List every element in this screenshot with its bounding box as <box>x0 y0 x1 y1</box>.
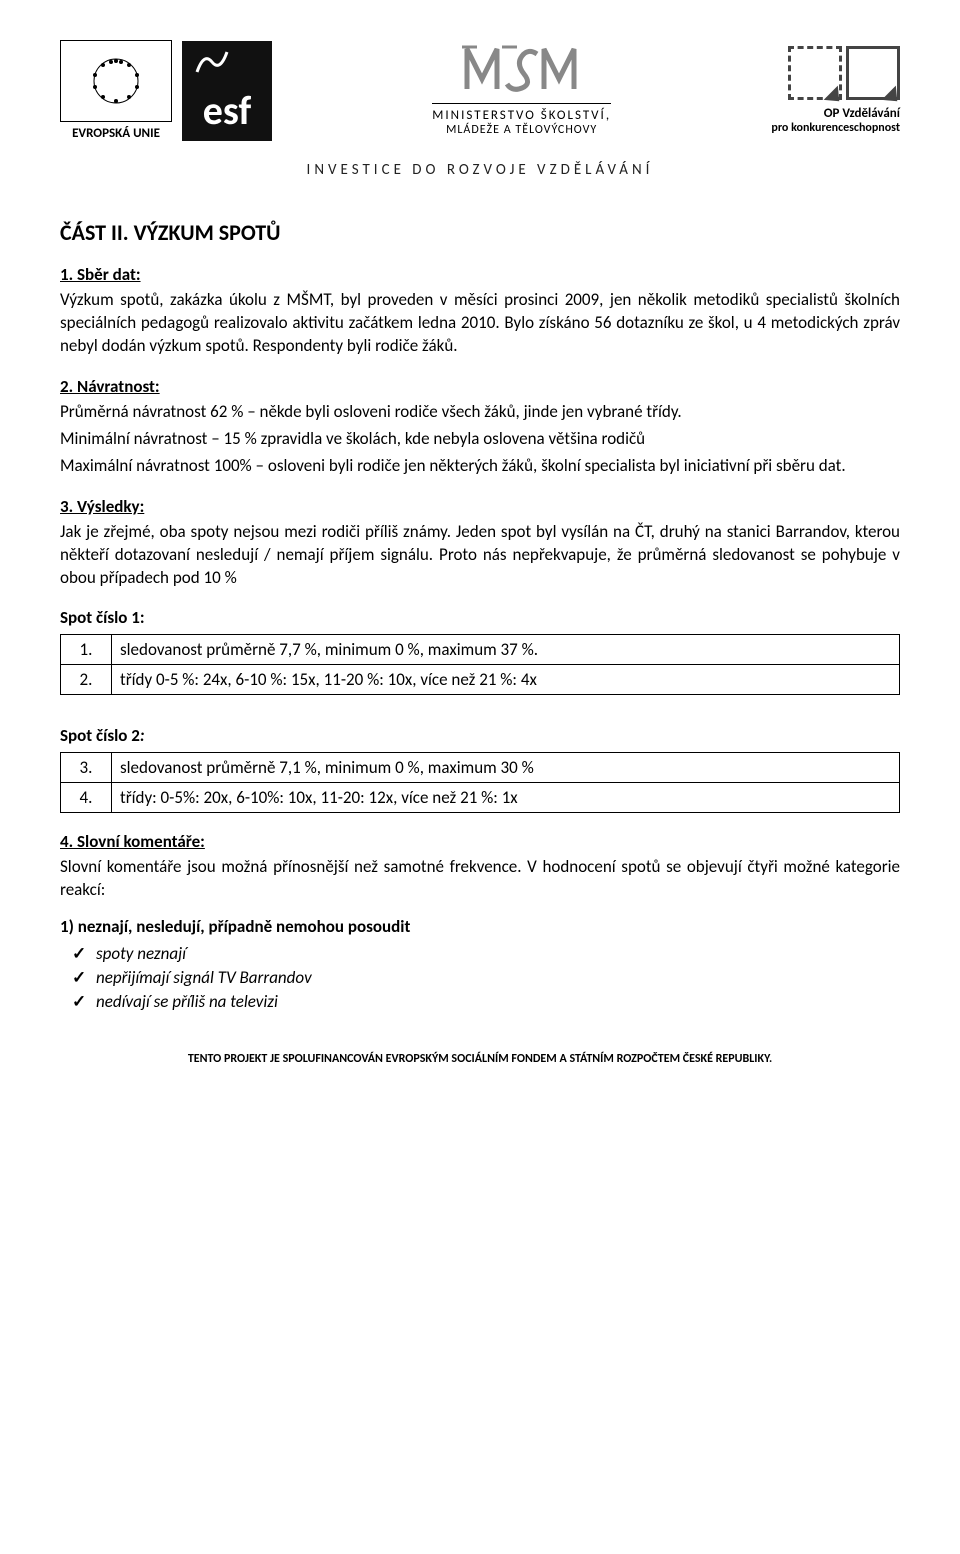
section-2-p2: Minimální návratnost – 15 % zpravidla ve… <box>60 428 900 451</box>
op-logo-icon <box>771 46 900 100</box>
table-row: 1. sledovanost průměrně 7,7 %, minimum 0… <box>61 635 900 665</box>
section-1-heading: 1. Sběr dat: <box>60 264 900 285</box>
eu-flag-block: EVROPSKÁ UNIE <box>60 40 172 141</box>
spot1-table: 1. sledovanost průměrně 7,7 %, minimum 0… <box>60 634 900 695</box>
category-1-heading: 1) neznají, nesledují, případně nemohou … <box>60 916 900 937</box>
esf-logo-icon: esf <box>182 41 272 141</box>
msmt-logo-icon <box>432 44 611 99</box>
section-4-text: Slovní komentáře jsou možná přínosnější … <box>60 856 900 902</box>
category-1-list: spoty neznají nepřijímají signál TV Barr… <box>60 943 900 1012</box>
invest-tagline: INVESTICE DO ROZVOJE VZDĚLÁVÁNÍ <box>60 161 900 179</box>
eu-flag-icon <box>60 40 172 122</box>
cell-text: sledovanost průměrně 7,1 %, minimum 0 %,… <box>112 753 900 783</box>
section-4-heading: 4. Slovní komentáře: <box>60 831 900 852</box>
spot2-label-suffix: : <box>140 725 145 746</box>
section-2-heading: 2. Návratnost: <box>60 376 900 397</box>
msmt-line1: MINISTERSTVO ŠKOLSTVÍ, <box>432 108 611 123</box>
eu-label: EVROPSKÁ UNIE <box>60 126 172 141</box>
table-row: 4. třídy: 0-5%: 20x, 6-10%: 10x, 11-20: … <box>61 783 900 813</box>
footer-text: TENTO PROJEKT JE SPOLUFINANCOVÁN EVROPSK… <box>60 1052 900 1066</box>
msmt-line2: MLÁDEŽE A TĚLOVÝCHOVY <box>432 123 611 137</box>
spot1-label: Spot číslo 1: <box>60 607 900 628</box>
table-row: 3. sledovanost průměrně 7,1 %, minimum 0… <box>61 753 900 783</box>
eu-esf-block: EVROPSKÁ UNIE esf <box>60 40 272 141</box>
cell-num: 4. <box>61 783 112 813</box>
op-block: OP Vzdělávání pro konkurenceschopnost <box>771 46 900 135</box>
page-title: ČÁST II. VÝZKUM SPOTŮ <box>60 219 900 246</box>
op-sub: pro konkurenceschopnost <box>771 121 900 135</box>
cell-num: 1. <box>61 635 112 665</box>
spot2-table: 3. sledovanost průměrně 7,1 %, minimum 0… <box>60 752 900 813</box>
table-row: 2. třídy 0-5 %: 24x, 6-10 %: 15x, 11-20 … <box>61 665 900 695</box>
list-item: nedívají se příliš na televizi <box>96 991 900 1012</box>
section-2-p1: Průměrná návratnost 62 % – někde byli os… <box>60 401 900 424</box>
list-item: nepřijímají signál TV Barrandov <box>96 967 900 988</box>
op-title: OP Vzdělávání <box>771 106 900 121</box>
cell-num: 2. <box>61 665 112 695</box>
cell-text: sledovanost průměrně 7,7 %, minimum 0 %,… <box>112 635 900 665</box>
esf-label: esf <box>203 86 251 135</box>
spot2-label: Spot číslo 2: <box>60 725 900 746</box>
header-logos: EVROPSKÁ UNIE esf MINISTERSTVO ŠKOLSTVÍ, <box>60 40 900 141</box>
spot2-label-text: Spot číslo 2 <box>60 725 140 746</box>
section-3-text: Jak je zřejmé, oba spoty nejsou mezi rod… <box>60 521 900 590</box>
msmt-block: MINISTERSTVO ŠKOLSTVÍ, MLÁDEŽE A TĚLOVÝC… <box>432 44 611 137</box>
list-item: spoty neznají <box>96 943 900 964</box>
cell-num: 3. <box>61 753 112 783</box>
document-page: EVROPSKÁ UNIE esf MINISTERSTVO ŠKOLSTVÍ, <box>0 0 960 1096</box>
cell-text: třídy: 0-5%: 20x, 6-10%: 10x, 11-20: 12x… <box>112 783 900 813</box>
section-1-text: Výzkum spotů, zakázka úkolu z MŠMT, byl … <box>60 289 900 358</box>
cell-text: třídy 0-5 %: 24x, 6-10 %: 15x, 11-20 %: … <box>112 665 900 695</box>
section-3-heading: 3. Výsledky: <box>60 496 900 517</box>
section-2-p3: Maximální návratnost 100% – osloveni byl… <box>60 455 900 478</box>
